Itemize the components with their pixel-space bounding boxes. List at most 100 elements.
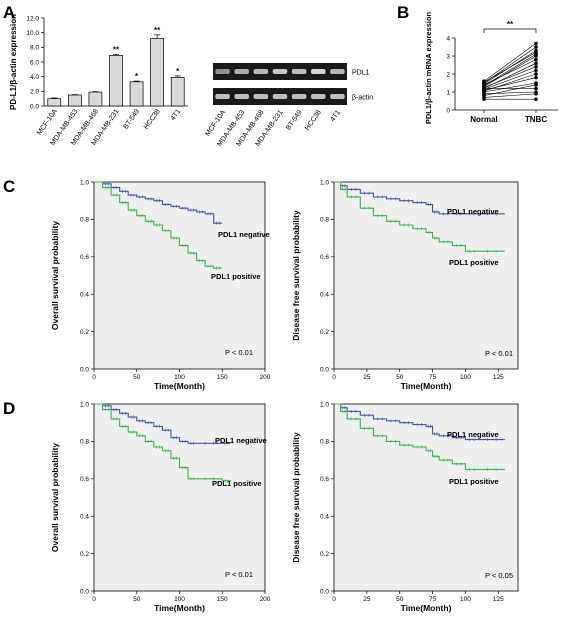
pair-line <box>483 52 537 83</box>
y-tick-label: 0.0 <box>30 103 39 110</box>
blot-lane-label: HCC38 <box>304 109 323 132</box>
data-point-tnbc <box>534 72 538 76</box>
x-tick-label: 150 <box>217 596 228 603</box>
y-axis-label: Disease free survival probability <box>291 432 301 563</box>
y-tick-label: 0.6 <box>320 254 329 261</box>
km-plot-d-os: 0.0 0.2 0.4 0.6 0.8 1.0 0 50 100 150 200 Time(Month… <box>50 401 271 613</box>
y-tick-label: 2.0 <box>30 89 39 96</box>
significance-mark: ** <box>507 20 514 29</box>
y-tick-label: 0.6 <box>80 476 89 483</box>
y-tick-label: 0.2 <box>320 551 329 558</box>
x-tick-label: 0 <box>92 374 96 381</box>
bar <box>129 81 144 107</box>
x-tick-label: 0 <box>92 596 96 603</box>
y-tick-label: 0.4 <box>320 514 329 521</box>
x-tick-label: 200 <box>260 596 271 603</box>
pair-line <box>483 66 537 88</box>
significance-mark: * <box>135 72 139 81</box>
y-tick-label: 1.0 <box>320 401 329 408</box>
significance-mark: ** <box>113 46 120 55</box>
bar <box>68 94 82 107</box>
x-tick-label: HCC38 <box>143 108 162 131</box>
y-tick-label: 0.4 <box>80 514 89 521</box>
y-tick-label: 1.0 <box>80 179 89 186</box>
x-tick-label: 25 <box>363 596 371 603</box>
x-tick-label: 100 <box>174 374 185 381</box>
blot-band <box>330 94 345 99</box>
p-value-annotation: P < 0.05 <box>485 571 513 580</box>
km-plot-c-os: 0.0 0.2 0.4 0.6 0.8 1.0 0 50 100 150 200 Time(Month… <box>50 179 271 391</box>
y-tick-label: 10.0 <box>26 30 39 37</box>
panel-letter-b: B <box>397 3 409 22</box>
x-tick-label: 50 <box>396 374 404 381</box>
x-tick-label: 0 <box>332 596 336 603</box>
legend-label-positive: PDL1 positive <box>449 477 499 486</box>
panel-letter-c: C <box>3 177 15 196</box>
x-tick-label: 25 <box>363 374 371 381</box>
blot-row-label: β-actin <box>352 95 373 102</box>
data-point-normal <box>482 79 486 83</box>
p-value-annotation: P < 0.01 <box>225 570 253 579</box>
blot-lane-label: BT-549 <box>285 109 304 132</box>
data-point-tnbc <box>534 45 538 49</box>
y-tick-label: 2 <box>446 71 450 78</box>
x-tick-label: TNBC <box>525 115 547 124</box>
data-point-tnbc <box>534 50 538 55</box>
blot-band <box>291 69 307 74</box>
x-axis-label: Time(Month) <box>154 381 205 391</box>
y-tick-label: 0.2 <box>80 329 89 336</box>
km-plot-c-dfs: 0.0 0.2 0.4 0.6 0.8 1.0 0 25 50 75 100 125 Time(Mont… <box>291 179 519 391</box>
y-tick-label: 12.0 <box>26 15 39 22</box>
pair-line <box>483 59 537 86</box>
plot-area <box>333 403 519 592</box>
plot-area <box>93 403 266 592</box>
y-tick-label: 4.0 <box>30 74 39 81</box>
x-tick-label: 50 <box>133 596 141 603</box>
data-point-tnbc <box>534 90 538 94</box>
x-tick-label: 75 <box>429 374 437 381</box>
y-tick-label: 0.8 <box>320 217 329 224</box>
paired-plot-b: 0 1 2 3 4 PDL1/β-actin mRNA expression Normal T… <box>424 11 558 124</box>
y-tick-label: 0.0 <box>320 366 329 373</box>
x-axis-label: Time(Month) <box>401 603 452 613</box>
x-tick-label: 4T1 <box>170 108 183 122</box>
survival-curve-negative <box>94 181 223 224</box>
pair-line <box>483 55 537 87</box>
legend-label-negative: PDL1 negative <box>447 430 499 439</box>
y-tick-label: 0.0 <box>80 366 89 373</box>
data-point-tnbc <box>534 65 538 69</box>
significance-bracket <box>483 28 537 33</box>
blot-band <box>215 69 230 74</box>
data-point-tnbc <box>534 41 538 46</box>
bar <box>88 91 103 107</box>
y-tick-label: 0.8 <box>80 439 89 446</box>
x-axis-label: Time(Month) <box>401 381 452 391</box>
data-point-tnbc <box>534 75 538 80</box>
data-point-tnbc <box>534 97 538 101</box>
blot-band <box>253 94 269 99</box>
plot-area <box>93 181 266 370</box>
blot-band <box>272 69 288 74</box>
pair-line <box>483 93 537 98</box>
pair-line <box>483 70 537 90</box>
data-point-tnbc <box>534 81 538 85</box>
x-tick-label: 125 <box>493 374 504 381</box>
y-axis-label: Disease free survival probability <box>291 210 301 341</box>
blot-row-label: PDL1 <box>352 70 370 77</box>
blot-band <box>291 94 307 99</box>
blot-band <box>234 94 249 99</box>
y-tick-label: 0.0 <box>80 588 89 595</box>
y-tick-label: 1.0 <box>80 401 89 408</box>
survival-curve-positive <box>94 181 223 269</box>
western-blot: PDL1β-actinMCF-10AMDA-MB-453MDA-MB-468MD… <box>204 63 373 148</box>
y-axis-label: PD-L1/β-actin expression <box>9 14 18 110</box>
data-point-tnbc <box>534 61 538 65</box>
x-tick-label: 75 <box>429 596 437 603</box>
x-tick-label: 125 <box>493 596 504 603</box>
p-value-annotation: P < 0.01 <box>485 349 513 358</box>
y-tick-label: 0.4 <box>80 292 89 299</box>
significance-mark: ** <box>154 26 161 35</box>
bar <box>170 77 185 107</box>
x-tick-label: BT-549 <box>123 108 142 131</box>
